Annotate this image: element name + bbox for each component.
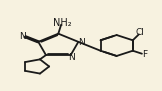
Text: N: N bbox=[78, 38, 85, 47]
Text: N: N bbox=[19, 32, 25, 41]
Text: F: F bbox=[143, 50, 148, 59]
Text: N: N bbox=[68, 53, 75, 62]
Text: NH₂: NH₂ bbox=[53, 18, 71, 28]
Text: Cl: Cl bbox=[135, 28, 144, 37]
